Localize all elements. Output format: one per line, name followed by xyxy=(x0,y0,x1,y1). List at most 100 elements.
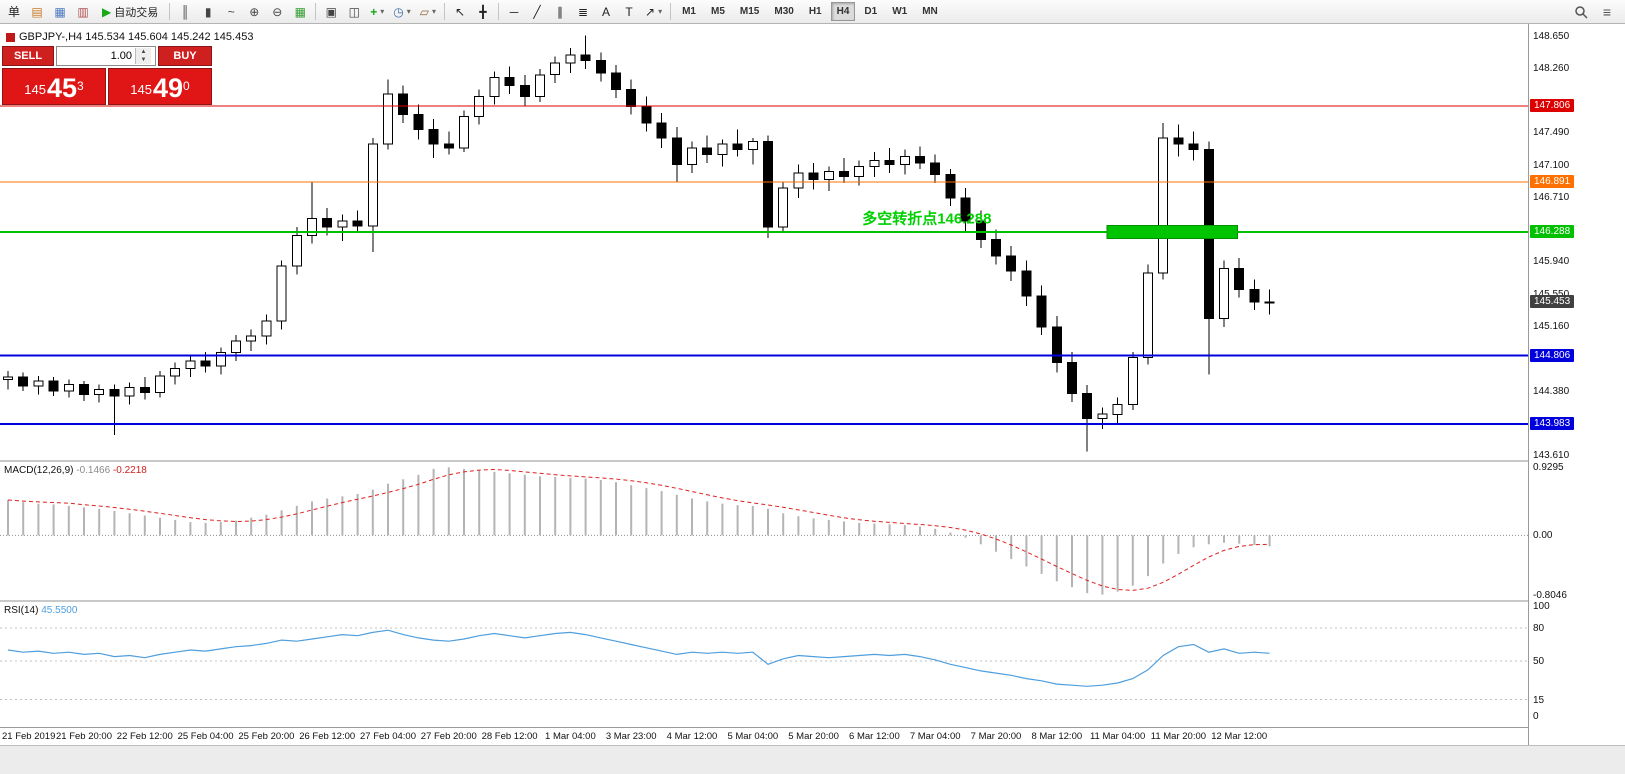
rsi-splitter[interactable] xyxy=(0,600,1625,602)
buy-price-big: 49 xyxy=(152,73,184,103)
templates-icon[interactable]: ▱ ▾ xyxy=(416,2,440,22)
buy-button[interactable]: BUY xyxy=(158,46,212,66)
cursor-icon[interactable]: ↖ xyxy=(449,2,471,22)
menu-button[interactable]: ≡ xyxy=(1596,2,1618,22)
profiles-icon: ▦ xyxy=(54,4,66,19)
axis-separator xyxy=(0,727,1625,728)
rsi-panel[interactable]: RSI(14) 45.5500 xyxy=(0,602,1528,728)
periods-icon[interactable]: ◷ ▾ xyxy=(389,2,415,22)
scale-tick: 15 xyxy=(1533,694,1545,706)
price-line-label: 146.288 xyxy=(1530,225,1575,239)
price-line-label: 144.806 xyxy=(1530,348,1575,362)
rsi-value: 45.5500 xyxy=(41,605,78,616)
search-button[interactable] xyxy=(1570,2,1592,22)
macd-panel[interactable]: MACD(12,26,9) -0.1466 -0.2218 xyxy=(0,462,1528,600)
label-icon[interactable]: T xyxy=(618,2,640,22)
toolbar-separator xyxy=(315,3,317,20)
profiles-icon[interactable]: ▦ xyxy=(49,2,71,22)
new-chart-icon[interactable]: ▤ xyxy=(26,2,48,22)
zoom-in-icon[interactable]: ⊕ xyxy=(243,2,265,22)
time-axis-label: 12 Mar 12:00 xyxy=(1211,731,1268,742)
trendline-icon[interactable]: ╱ xyxy=(526,2,548,22)
buy-price-display[interactable]: 145 49 0 xyxy=(108,68,212,105)
timeframe-h4[interactable]: H4 xyxy=(830,2,856,21)
arrows-icon[interactable]: ↗ ▾ xyxy=(641,2,666,22)
timeframe-d1[interactable]: D1 xyxy=(864,6,878,17)
price-scale[interactable]: 148.650 148.260 147.490 147.100 146.710 145.9… xyxy=(1529,24,1625,745)
hline-icon: ─ xyxy=(509,4,519,19)
text-icon: A xyxy=(602,4,611,19)
line-chart-icon[interactable]: ~ xyxy=(220,2,242,22)
sell-price-display[interactable]: 145 45 3 xyxy=(2,68,106,105)
zoom-out-icon: ⊖ xyxy=(272,4,283,19)
bottom-strip xyxy=(0,745,1625,774)
autotrading-button[interactable]: ▶ 自动交易 xyxy=(95,2,165,22)
bar-chart-icon[interactable]: ║ xyxy=(174,2,196,22)
time-axis-label: 3 Mar 23:00 xyxy=(605,731,657,742)
svg-text:多空转折点146.288: 多空转折点146.288 xyxy=(862,210,991,228)
dropdown-arrow-icon: ▾ xyxy=(406,7,411,16)
time-axis-label: 7 Mar 04:00 xyxy=(909,731,961,742)
price-chart-canvas[interactable]: 多空转折点146.288 xyxy=(0,24,1528,460)
price-line-label: 143.983 xyxy=(1530,417,1575,430)
tile-windows-icon[interactable]: ▣ xyxy=(320,2,342,22)
scale-tick: 145.940 xyxy=(1533,256,1570,268)
timeframe-m1[interactable]: M1 xyxy=(682,6,696,17)
cursor-icon: ↖ xyxy=(454,4,466,19)
dropdown-arrow-icon: ▾ xyxy=(380,7,385,16)
text-icon[interactable]: A xyxy=(595,2,617,22)
toolbar-separator xyxy=(670,3,672,20)
cascade-windows-icon[interactable]: ◫ xyxy=(343,2,365,22)
scale-tick: 0.9295 xyxy=(1533,461,1564,473)
toolbar: 单 ▤ ▦ ▥ ▶ 自动交易 ║ ▮ ~ ⊕ ⊖ ▦ ▣ ◫ + ▾ ◷ ▾ ▱ ▾ ↖ ╋ ─ ╱ ∥ ≣ A T ↗ ▾ M1 M5 M15… xyxy=(0,0,1625,24)
toolbar-separator xyxy=(498,3,500,20)
grid-icon[interactable]: ▦ xyxy=(289,2,311,22)
crosshair-icon: ╋ xyxy=(479,4,487,19)
volume-input[interactable] xyxy=(57,48,135,64)
scale-tick: 0 xyxy=(1533,711,1539,722)
toolbar-separator xyxy=(444,3,446,20)
timeframe-m5[interactable]: M5 xyxy=(711,6,725,17)
new-order-icon[interactable]: 单 xyxy=(3,2,25,22)
hline-icon[interactable]: ─ xyxy=(503,2,525,22)
crosshair-icon[interactable]: ╋ xyxy=(472,2,494,22)
timeframe-m30[interactable]: M30 xyxy=(774,6,794,17)
fibonacci-icon[interactable]: ≣ xyxy=(572,2,594,22)
toolbar-separator xyxy=(169,3,171,20)
buy-price-prefix: 145 xyxy=(130,82,152,97)
time-axis-label: 11 Mar 04:00 xyxy=(1089,731,1146,742)
channel-icon[interactable]: ∥ xyxy=(549,2,571,22)
new-order-icon: 单 xyxy=(7,5,20,19)
cascade-windows-icon: ◫ xyxy=(348,4,360,19)
time-axis[interactable]: 21 Feb 2019 21 Feb 20:00 22 Feb 12:00 25 Fe… xyxy=(0,729,1528,745)
volume-box: ▲ ▼ xyxy=(56,46,156,66)
scale-tick: 146.710 xyxy=(1533,192,1570,204)
scale-tick: 147.490 xyxy=(1533,127,1570,139)
indicators-icon[interactable]: + ▾ xyxy=(366,2,388,22)
timeframe-h1[interactable]: H1 xyxy=(808,6,822,17)
time-axis-label: 5 Mar 04:00 xyxy=(727,731,779,742)
time-axis-label: 7 Mar 20:00 xyxy=(970,731,1022,742)
autotrading-button: ▶ xyxy=(102,4,112,19)
market-watch-icon[interactable]: ▥ xyxy=(72,2,94,22)
macd-splitter[interactable] xyxy=(0,460,1625,462)
macd-main-value: -0.1466 xyxy=(76,465,111,476)
timeframe-mn[interactable]: MN xyxy=(922,6,938,17)
price-chart-panel[interactable]: 多空转折点146.288 xyxy=(0,24,1528,460)
market-watch-icon: ▥ xyxy=(77,4,89,19)
timeframe-w1[interactable]: W1 xyxy=(892,6,908,17)
scale-tick: 148.260 xyxy=(1533,63,1570,75)
label-icon: T xyxy=(625,4,633,19)
time-axis-label: 27 Feb 04:00 xyxy=(360,731,416,742)
timeframe-m15[interactable]: M15 xyxy=(739,6,760,17)
spinner-down-icon[interactable]: ▼ xyxy=(136,56,151,64)
spinner-up-icon[interactable]: ▲ xyxy=(136,48,151,56)
periods-icon: ◷ xyxy=(393,4,404,19)
fibonacci-icon: ≣ xyxy=(577,4,589,19)
sell-button[interactable]: SELL xyxy=(2,46,54,66)
volume-spinner[interactable]: ▲ ▼ xyxy=(135,48,151,64)
one-click-toggle-icon[interactable] xyxy=(6,32,15,42)
zoom-out-icon[interactable]: ⊖ xyxy=(266,2,288,22)
candlestick-chart-icon[interactable]: ▮ xyxy=(197,2,219,22)
